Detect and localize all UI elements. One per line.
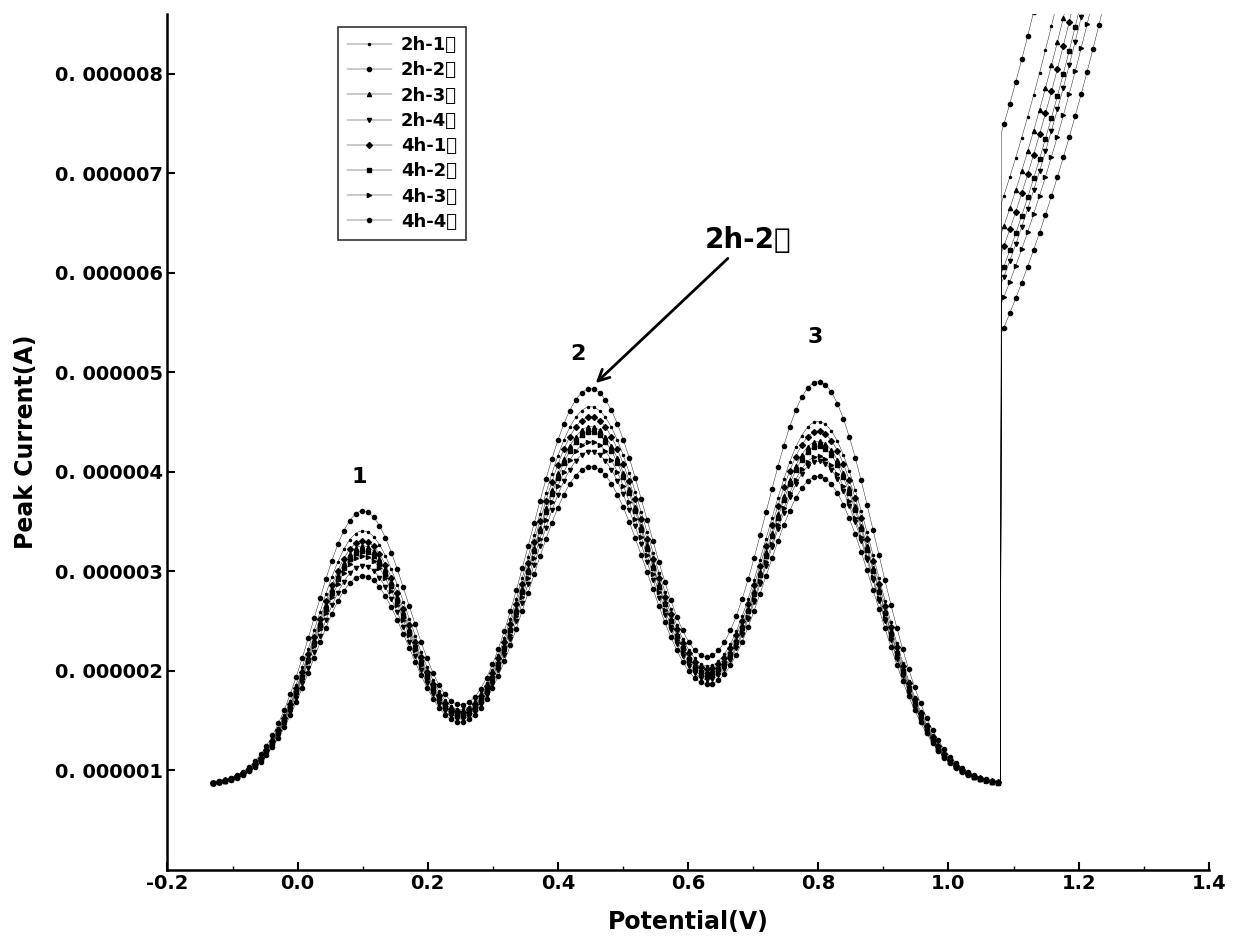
Line: 2h-1层: 2h-1层: [211, 0, 1166, 785]
4h-1层: [1024, 157, 1039, 169]
4h-2层: [926, 735, 941, 746]
4h-3层: [782, 487, 797, 499]
2h-2层: [264, 732, 279, 743]
Y-axis label: Peak Current(A): Peak Current(A): [14, 335, 38, 549]
4h-2层: [1024, 180, 1039, 191]
2h-4层: [206, 777, 221, 789]
Line: 2h-3层: 2h-3层: [211, 0, 1166, 785]
Line: 2h-2层: 2h-2层: [211, 0, 1166, 785]
Line: 4h-3层: 4h-3层: [211, 0, 1166, 785]
4h-2层: [811, 441, 826, 452]
Line: 4h-1层: 4h-1层: [211, 0, 1166, 785]
2h-1层: [811, 416, 826, 428]
4h-1层: [758, 544, 773, 556]
2h-3层: [758, 551, 773, 562]
4h-4层: [758, 574, 773, 585]
2h-3层: [206, 777, 221, 789]
4h-3层: [758, 560, 773, 572]
2h-3层: [264, 738, 279, 749]
2h-4层: [758, 564, 773, 575]
2h-2层: [1024, 16, 1039, 27]
4h-3层: [264, 739, 279, 751]
4h-1层: [206, 777, 221, 789]
4h-1层: [264, 738, 279, 749]
2h-4层: [782, 492, 797, 503]
Line: 2h-4层: 2h-4层: [211, 0, 1166, 785]
2h-1层: [206, 777, 221, 789]
4h-4层: [811, 470, 826, 482]
4h-3层: [926, 737, 941, 748]
2h-1层: [1024, 99, 1039, 110]
2h-2层: [206, 776, 221, 788]
2h-2层: [811, 376, 826, 388]
2h-2层: [926, 726, 941, 738]
2h-1层: [758, 538, 773, 549]
Legend: 2h-1层, 2h-2层, 2h-3层, 2h-4层, 4h-1层, 4h-2层, 4h-3层, 4h-4层: 2h-1层, 2h-2层, 2h-3层, 2h-4层, 4h-1层, 4h-2层…: [337, 27, 466, 240]
2h-1层: [926, 732, 941, 743]
4h-3层: [206, 777, 221, 789]
2h-1层: [782, 456, 797, 467]
2h-4层: [926, 737, 941, 748]
2h-2层: [782, 421, 797, 432]
2h-4层: [1024, 192, 1039, 204]
2h-3层: [782, 474, 797, 485]
4h-3层: [811, 450, 826, 462]
Text: 2h-2层: 2h-2层: [598, 226, 791, 381]
Line: 4h-2层: 4h-2层: [211, 0, 1166, 785]
4h-4层: [782, 505, 797, 517]
Line: 4h-4层: 4h-4层: [211, 0, 1166, 785]
2h-3层: [1024, 134, 1039, 145]
2h-2层: [758, 511, 773, 522]
4h-4层: [1024, 251, 1039, 263]
X-axis label: Potential(V): Potential(V): [608, 910, 769, 934]
2h-4层: [811, 456, 826, 467]
4h-2层: [206, 777, 221, 789]
Text: 2: 2: [569, 344, 585, 364]
4h-2层: [758, 554, 773, 565]
2h-3层: [926, 735, 941, 746]
4h-2层: [782, 479, 797, 490]
4h-1层: [926, 733, 941, 744]
2h-1层: [264, 736, 279, 747]
2h-3层: [811, 436, 826, 447]
4h-3层: [1024, 215, 1039, 227]
4h-4层: [206, 777, 221, 789]
4h-1层: [811, 426, 826, 437]
Text: 3: 3: [807, 327, 822, 347]
4h-4层: [264, 743, 279, 755]
4h-2层: [264, 738, 279, 750]
Text: 1: 1: [352, 466, 367, 486]
4h-1层: [782, 465, 797, 477]
2h-4层: [264, 741, 279, 753]
4h-4层: [926, 738, 941, 750]
